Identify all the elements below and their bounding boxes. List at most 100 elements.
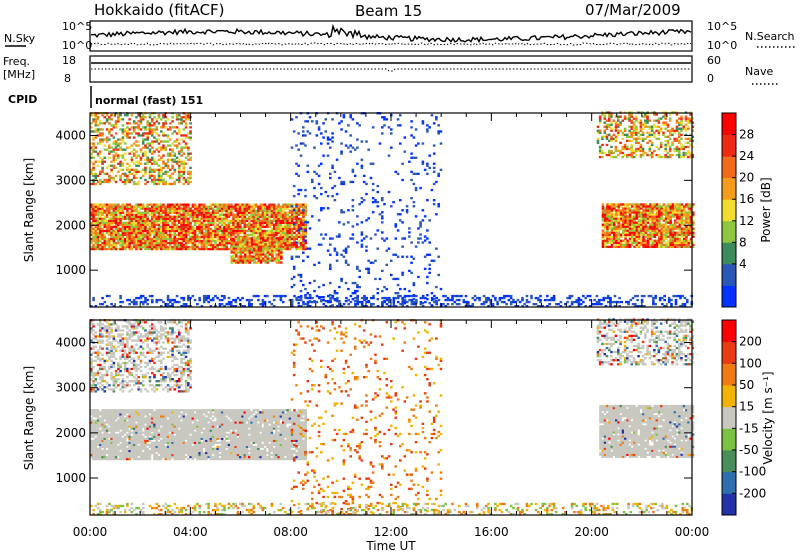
echo-cell (209, 205, 213, 208)
echo-cell (189, 130, 192, 133)
echo-cell (248, 205, 251, 208)
echo-cell (99, 227, 102, 231)
echo-cell (114, 146, 118, 149)
echo-cell (141, 114, 145, 117)
echo-cell (218, 213, 222, 216)
echo-cell (279, 205, 283, 208)
echo-cell (664, 229, 668, 232)
echo-cell (191, 247, 195, 251)
echo-cell (132, 168, 136, 172)
echo-cell (254, 231, 258, 235)
echo-cell (223, 209, 226, 212)
echo-cell (299, 245, 303, 249)
echo-cell (302, 207, 305, 210)
echo-cell (205, 247, 208, 251)
echo-cell (617, 219, 621, 222)
echo-cell (232, 213, 235, 216)
echo-cell (623, 127, 627, 130)
echo-cell (105, 205, 109, 208)
echo-cell (123, 158, 127, 161)
echo-cell (603, 117, 607, 120)
echo-cell (157, 116, 161, 119)
echo-cell (90, 239, 93, 243)
echo-cell (295, 296, 298, 300)
echo-cell (365, 192, 368, 196)
echo-cell (601, 137, 604, 141)
echo-cell (264, 253, 267, 256)
nsky-tick-bottom: 10^0 (62, 39, 92, 52)
echo-cell (225, 227, 228, 231)
echo-cell (689, 121, 692, 124)
echo-cell (144, 225, 147, 229)
echo-cell (619, 205, 623, 208)
echo-cell (164, 126, 168, 129)
echo-cell (110, 219, 113, 223)
echo-cell (211, 237, 215, 241)
echo-cell (292, 283, 296, 287)
echo-cell (153, 140, 156, 143)
echo-cell (128, 298, 131, 302)
echo-cell (383, 116, 386, 119)
echo-cell (225, 213, 228, 216)
echo-cell (295, 209, 298, 212)
echo-cell (680, 229, 684, 232)
echo-cell (234, 203, 238, 206)
echo-cell (155, 237, 159, 241)
echo-cell (642, 215, 645, 218)
echo-cell (423, 255, 427, 258)
echo-cell (299, 305, 303, 308)
echo-cell (96, 239, 100, 243)
echo-cell (673, 237, 677, 240)
echo-cell (261, 223, 265, 227)
echo-cell (279, 233, 283, 237)
echo-cell (196, 233, 199, 237)
echo-cell (659, 127, 663, 130)
echo-cell (421, 209, 425, 212)
echo-cell (241, 217, 244, 220)
echo-cell (290, 221, 294, 225)
echo-cell (353, 289, 357, 293)
echo-cell (162, 217, 165, 220)
echo-cell (178, 211, 181, 214)
echo-cell (182, 225, 186, 229)
echo-cell (680, 207, 684, 210)
echo-cell (293, 203, 296, 206)
nsearch-tick-bottom: 10^0 (707, 39, 737, 52)
echo-cell (148, 243, 152, 247)
echo-cell (148, 160, 152, 163)
echo-cell (678, 227, 682, 230)
echo-cell (626, 223, 630, 226)
echo-cell (137, 225, 140, 229)
echo-cell (214, 239, 217, 243)
echo-cell (236, 207, 240, 210)
echo-cell (141, 245, 145, 249)
echo-cell (353, 281, 357, 285)
echo-cell (164, 207, 168, 210)
echo-cell (178, 229, 181, 233)
echo-cell (275, 209, 278, 212)
echo-cell (255, 261, 258, 264)
echo-cell (271, 259, 274, 262)
echo-cell (259, 227, 262, 231)
echo-cell (664, 113, 667, 116)
echo-cell (209, 243, 213, 247)
echo-cell (628, 119, 631, 122)
echo-cell (141, 235, 145, 239)
echo-cell (205, 245, 208, 249)
echo-cell (322, 136, 325, 139)
echo-cell (306, 130, 310, 133)
echo-cell (132, 142, 136, 145)
echo-cell (669, 241, 672, 245)
echo-cell (237, 239, 240, 242)
echo-cell (349, 114, 352, 117)
echo-cell (126, 245, 129, 249)
echo-cell (255, 251, 258, 254)
echo-cell (171, 215, 174, 218)
echo-cell (280, 253, 283, 256)
echo-cell (687, 229, 691, 232)
nsky-panel: N.Sky 10^5 10^0 10^5 10^0 N.Search (4, 20, 795, 52)
echo-cell (90, 229, 93, 233)
echo-cell (608, 113, 611, 116)
echo-cell (182, 296, 186, 300)
echo-cell (103, 223, 107, 227)
